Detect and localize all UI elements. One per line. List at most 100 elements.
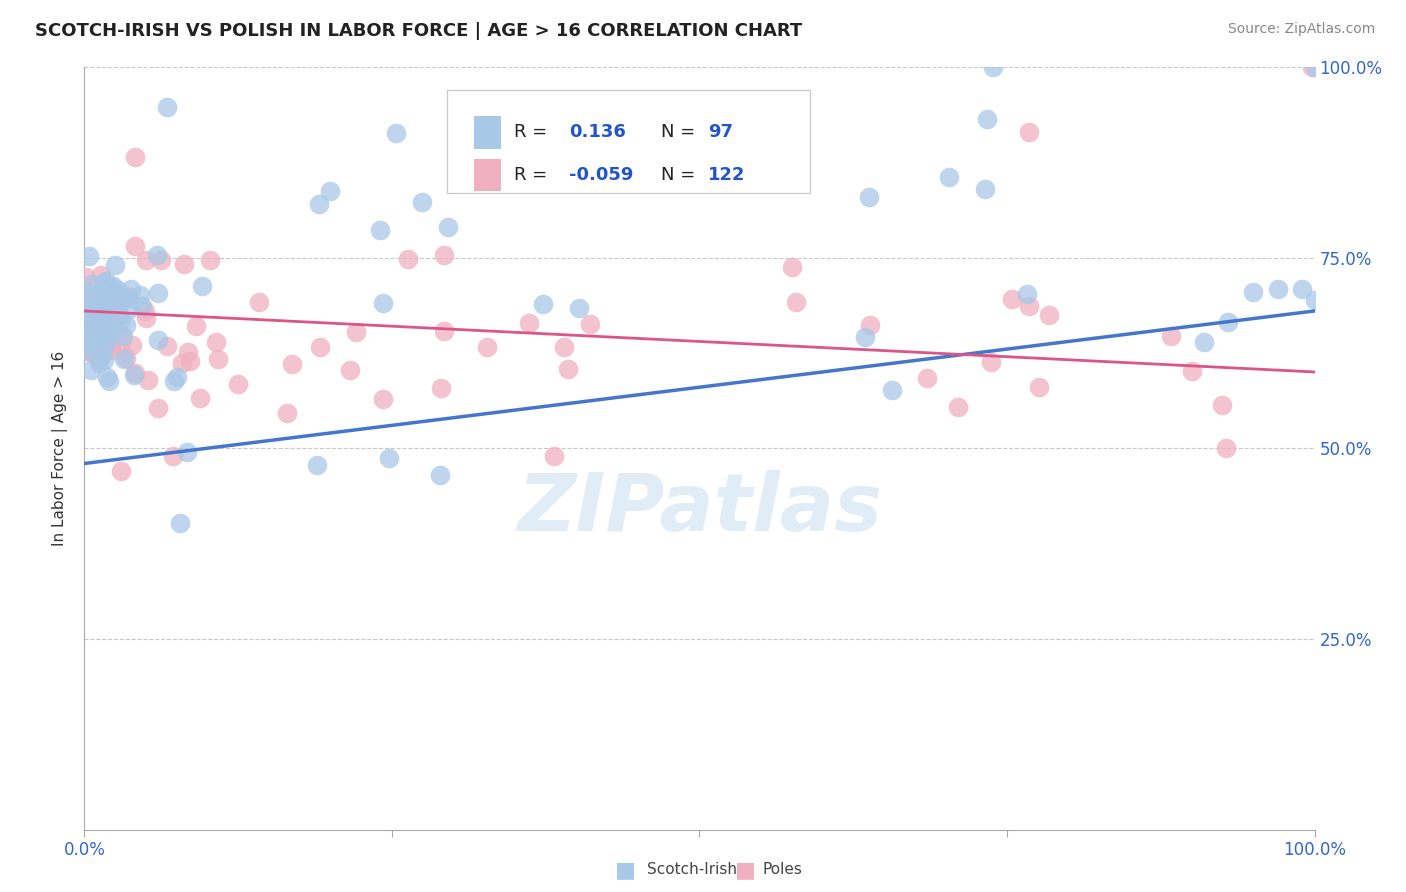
Point: [91, 346, 114, 360]
FancyBboxPatch shape: [447, 90, 810, 193]
Text: Source: ZipAtlas.com: Source: ZipAtlas.com: [1227, 22, 1375, 37]
Point: [101, 282, 124, 296]
Point: [82, 334, 104, 349]
Point: [80, 292, 103, 306]
Point: [82, 309, 104, 323]
Point: [93, 307, 115, 321]
Text: -0.059: -0.059: [569, 166, 634, 184]
Point: [75, 269, 97, 284]
Point: [124, 239, 146, 253]
Point: [97, 335, 120, 350]
Point: [785, 294, 807, 309]
Point: [946, 401, 969, 415]
Point: [129, 287, 152, 301]
Point: [83, 317, 105, 331]
Point: [114, 351, 136, 366]
Point: [917, 370, 939, 384]
Point: [75, 315, 97, 329]
Point: [101, 312, 124, 326]
Point: [75, 295, 97, 310]
Point: [475, 340, 498, 354]
Point: [87, 321, 110, 335]
Point: [173, 257, 195, 271]
Point: [96, 310, 118, 324]
Point: [76, 300, 98, 314]
Point: [104, 299, 127, 313]
Point: [429, 468, 451, 483]
Point: [76, 289, 98, 303]
Point: [276, 406, 298, 420]
Point: [176, 445, 198, 459]
Point: [118, 302, 141, 317]
Point: [118, 290, 141, 304]
Point: [101, 278, 124, 293]
Point: [87, 353, 110, 368]
Text: N =: N =: [661, 123, 702, 142]
Point: [84, 297, 107, 311]
Point: [138, 373, 160, 387]
Point: [86, 302, 108, 317]
Point: [112, 329, 135, 343]
Point: [93, 352, 115, 367]
Point: [93, 276, 115, 290]
Point: [135, 253, 157, 268]
Point: [124, 150, 146, 164]
Text: 97: 97: [709, 123, 733, 142]
Point: [91, 303, 114, 318]
Point: [853, 330, 876, 344]
Point: [568, 301, 591, 315]
Point: [166, 369, 188, 384]
Point: [1291, 282, 1313, 296]
Point: [1192, 335, 1215, 350]
Point: [344, 325, 367, 339]
Point: [1241, 285, 1264, 299]
Point: [79, 310, 101, 325]
Point: [186, 318, 208, 333]
Point: [110, 313, 132, 327]
Point: [79, 344, 101, 359]
Point: [368, 222, 391, 236]
Point: [96, 315, 118, 329]
Point: [100, 306, 122, 320]
FancyBboxPatch shape: [474, 117, 502, 148]
Point: [90, 293, 112, 308]
Point: [396, 252, 419, 267]
Point: [1303, 293, 1326, 307]
Point: [100, 325, 122, 339]
Point: [1160, 329, 1182, 343]
Point: [112, 351, 135, 366]
Text: ZIPatlas: ZIPatlas: [517, 470, 882, 549]
Point: [339, 363, 361, 377]
Point: [83, 290, 105, 304]
Text: SCOTCH-IRISH VS POLISH IN LABOR FORCE | AGE > 16 CORRELATION CHART: SCOTCH-IRISH VS POLISH IN LABOR FORCE | …: [35, 22, 803, 40]
Point: [83, 319, 105, 334]
Point: [84, 309, 107, 323]
Point: [76, 298, 98, 312]
Point: [75, 343, 97, 358]
Point: [93, 318, 115, 332]
Point: [89, 335, 111, 350]
Point: [110, 328, 132, 343]
Point: [190, 391, 212, 405]
Point: [87, 355, 110, 369]
Point: [94, 280, 117, 294]
Point: [1015, 286, 1038, 301]
Point: [108, 308, 131, 322]
Point: [79, 314, 101, 328]
Point: [75, 326, 97, 340]
Point: [91, 297, 114, 311]
Point: [149, 253, 172, 268]
Point: [162, 375, 184, 389]
Point: [134, 304, 156, 318]
Point: [120, 282, 142, 296]
Point: [76, 316, 98, 330]
Point: [384, 126, 406, 140]
Point: [974, 182, 997, 196]
Point: [80, 334, 103, 349]
Point: [77, 291, 100, 305]
Point: [90, 268, 112, 282]
Point: [104, 307, 127, 321]
Point: [517, 316, 540, 330]
Point: [83, 310, 105, 324]
Point: [87, 323, 110, 337]
